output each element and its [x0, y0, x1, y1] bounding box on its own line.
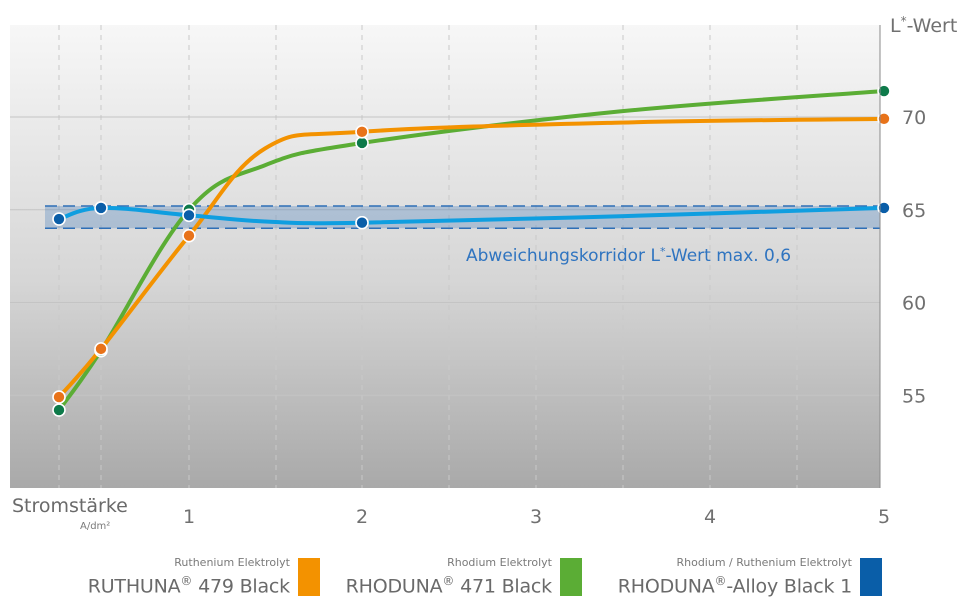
series-markers	[52, 84, 891, 417]
data-point	[877, 201, 891, 215]
data-point	[355, 215, 369, 230]
legend-swatch	[298, 558, 320, 596]
legend-swatch	[560, 558, 582, 596]
data-point	[355, 136, 369, 150]
deviation-corridor	[45, 205, 880, 230]
y-tick-label: 65	[902, 200, 926, 222]
data-point	[94, 201, 108, 215]
legend-item-rhoduna-alloy: Rhodium / Ruthenium Elektrolyt RHODUNA®-…	[618, 556, 890, 598]
legend-swatch	[860, 558, 882, 596]
data-point	[877, 84, 891, 98]
data-point	[52, 403, 66, 417]
axes: L*-Wert Stromstärke A/dm²	[12, 14, 957, 532]
data-point	[52, 390, 66, 404]
x-tick-label: 1	[183, 506, 195, 528]
y-axis-label: L*-Wert	[890, 14, 957, 37]
grid-lines	[10, 25, 880, 488]
data-point	[182, 228, 196, 243]
x-axis-label: Stromstärke	[12, 495, 128, 517]
y-tick-label: 55	[902, 385, 926, 407]
legend-category: Rhodium Elektrolyt	[447, 556, 552, 569]
series-rhoduna-471-line	[57, 89, 886, 413]
legend-product: RHODUNA® 471 Black	[345, 574, 553, 598]
legend-product: RUTHUNA® 479 Black	[87, 574, 290, 598]
data-point	[877, 112, 891, 126]
x-tick-label: 3	[530, 506, 542, 528]
legend-product: RHODUNA®-Alloy Black 1	[617, 574, 852, 598]
corridor-label: Abweichungskorridor L*-Wert max. 0,6	[466, 245, 791, 266]
data-point	[52, 212, 66, 226]
x-tick-label: 2	[356, 506, 368, 528]
x-tick-label: 5	[878, 506, 890, 528]
y-tick-label: 60	[902, 293, 926, 315]
series-lines	[57, 89, 886, 413]
data-point	[94, 342, 108, 356]
series-rhoduna-alloy-line	[57, 205, 886, 226]
series-ruthuna-line	[57, 116, 886, 400]
data-point	[355, 125, 369, 139]
legend-category: Ruthenium Elektrolyt	[174, 556, 290, 569]
tick-labels: 55 60 65 70 1 2 3 4 5	[183, 107, 926, 528]
x-axis-unit: A/dm²	[80, 521, 110, 532]
legend-category: Rhodium / Ruthenium Elektrolyt	[676, 556, 852, 569]
x-tick-label: 4	[704, 506, 716, 528]
legend-item-ruthuna: Ruthenium Elektrolyt RUTHUNA® 479 Black	[68, 556, 328, 598]
y-tick-label: 70	[902, 107, 926, 129]
corridor-band	[45, 206, 880, 229]
legend-item-rhoduna-471: Rhodium Elektrolyt RHODUNA® 471 Black	[330, 556, 590, 598]
data-point	[182, 208, 196, 223]
